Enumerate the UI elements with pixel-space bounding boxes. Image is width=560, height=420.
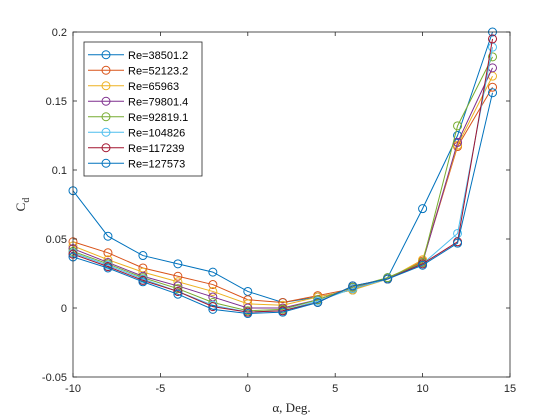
legend-item: Re=79801.4: [88, 96, 188, 108]
data-point: [313, 297, 323, 307]
data-point: [488, 88, 498, 98]
series-8: [68, 88, 498, 319]
legend-label: Re=104826: [128, 127, 185, 139]
x-axis-label: α, Deg.: [272, 400, 310, 415]
data-point: [208, 302, 218, 312]
data-point: [453, 121, 463, 131]
y-axis-label: Cd: [13, 198, 32, 212]
data-point: [348, 284, 358, 294]
axes-frame: [72, 31, 511, 378]
y-axis-label-main: C: [13, 203, 28, 212]
y-tick-label: 0.1: [52, 165, 67, 177]
legend-label: Re=52123.2: [128, 65, 188, 77]
data-point: [208, 280, 218, 290]
legend-label: Re=38501.2: [128, 50, 188, 62]
legend-item: Re=65963: [88, 81, 179, 93]
data-point: [208, 304, 218, 314]
legend-label: Re=65963: [128, 81, 179, 93]
legend-label: Re=127573: [128, 158, 185, 170]
x-tick-label: -5: [156, 383, 166, 395]
ticks-layer: -10 -5 0 5 10 15 -0.05 0 0.05 0.1 0.15 0.2: [42, 27, 516, 395]
legend-item: Re=117239: [88, 143, 184, 155]
legend-swatch-marker: [101, 143, 111, 153]
data-point: [208, 267, 218, 277]
data-point: [488, 52, 498, 62]
data-point: [453, 140, 463, 150]
series-layer: [68, 27, 498, 319]
legend-box: [83, 41, 203, 177]
legend-swatch-marker: [101, 112, 111, 122]
data-point: [208, 286, 218, 296]
legend-label: Re=79801.4: [128, 96, 188, 108]
labels-layer: α, Deg. Cd: [13, 198, 311, 415]
data-point: [103, 248, 113, 258]
legend-item: Re=92819.1: [88, 112, 188, 124]
data-point: [173, 284, 183, 294]
legend-item: Re=127573: [88, 158, 185, 170]
data-point: [243, 309, 253, 319]
data-point: [348, 281, 358, 291]
axes-box: [72, 31, 511, 378]
y-tick-label: -0.05: [42, 372, 67, 384]
x-tick-label: 5: [332, 383, 338, 395]
series-line: [72, 38, 494, 313]
legend-item: Re=52123.2: [88, 65, 188, 77]
x-tick-label: 10: [416, 383, 428, 395]
y-tick-label: 0.15: [46, 96, 67, 108]
data-point: [103, 231, 113, 241]
x-tick-label: -10: [65, 383, 81, 395]
x-tick-label: 0: [245, 383, 251, 395]
legend-item: Re=38501.2: [88, 50, 188, 62]
legend-swatch-marker: [101, 81, 111, 91]
data-point: [138, 277, 148, 287]
y-axis-label-subscript: d: [21, 198, 32, 203]
data-point: [383, 274, 393, 284]
data-point: [418, 260, 428, 270]
legend-label: Re=117239: [128, 143, 184, 155]
data-point: [173, 289, 183, 299]
data-point: [488, 34, 498, 44]
y-tick-label: 0.05: [46, 234, 67, 246]
y-tick-label: 0: [61, 303, 67, 315]
data-point: [488, 82, 498, 92]
legend-swatch-marker: [101, 50, 111, 60]
data-point: [418, 204, 428, 214]
x-tick-label: 15: [504, 383, 516, 395]
legend-swatch-marker: [101, 96, 111, 106]
data-point: [173, 271, 183, 281]
data-point: [173, 286, 183, 296]
data-point: [138, 251, 148, 261]
data-point: [453, 131, 463, 140]
y-tick-label: 0.2: [52, 27, 67, 39]
legend-swatch-marker: [101, 65, 111, 75]
legend-item: Re=104826: [88, 127, 185, 139]
data-point: [173, 259, 183, 269]
data-point: [278, 307, 288, 317]
legend-swatch-marker: [101, 158, 111, 168]
legend-swatch-marker: [101, 127, 111, 137]
data-point: [453, 238, 463, 248]
data-point: [103, 263, 113, 273]
series-line: [72, 92, 494, 315]
legend-label: Re=92819.1: [128, 112, 188, 124]
legend: Re=38501.2 Re=52123.2 Re=65963 Re=79801.4 Re…: [83, 41, 203, 177]
